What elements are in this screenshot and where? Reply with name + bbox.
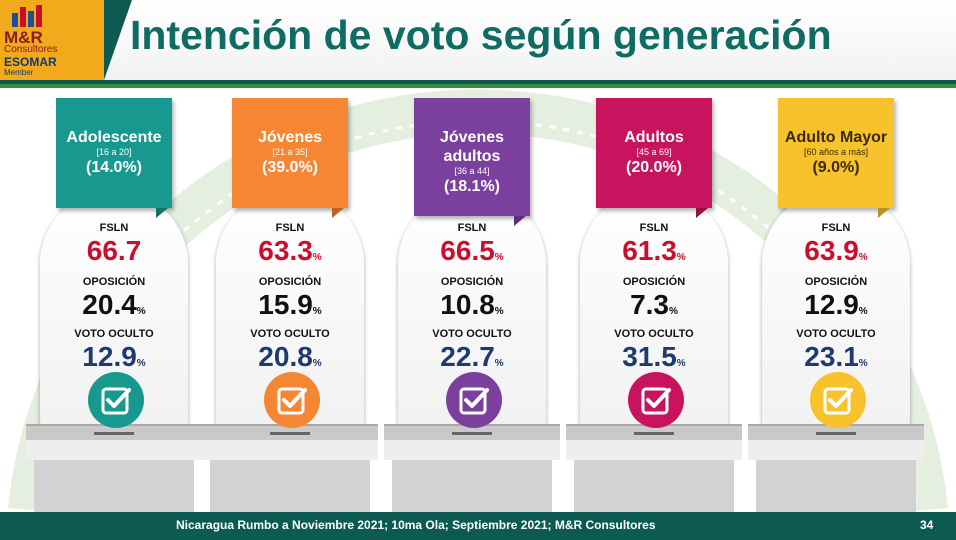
header-stripe	[0, 84, 956, 88]
oposicion-label: OPOSICIÓN	[258, 276, 322, 288]
ballot-box-front	[566, 440, 742, 460]
generation-name: Adultos	[624, 129, 684, 146]
voto-oculto-value: 22.7%	[440, 341, 504, 372]
voto-oculto-label: VOTO OCULTO	[614, 328, 694, 340]
generation-tag: Adulto Mayor [60 años a más] (9.0%)	[778, 98, 894, 208]
title-panel	[104, 0, 956, 80]
fsln-value: 63.9%	[804, 235, 868, 266]
ballot-box-front	[202, 440, 378, 460]
oposicion-label: OPOSICIÓN	[804, 276, 868, 288]
voto-oculto-label: VOTO OCULTO	[796, 328, 876, 340]
tag-fold	[332, 208, 344, 218]
voto-oculto-value: 31.5%	[622, 341, 686, 372]
generation-range: [21 a 35]	[272, 147, 308, 157]
checkmark-icon	[628, 372, 684, 428]
fsln-value: 66.5%	[440, 235, 504, 266]
generation-card: Adulto Mayor [60 años a más] (9.0%) FSLN 63.…	[748, 90, 924, 536]
generation-range: [16 a 20]	[96, 147, 132, 157]
voto-oculto-label: VOTO OCULTO	[432, 328, 512, 340]
generation-tag: Jóvenes [21 a 35] (39.0%)	[232, 98, 348, 208]
ballot-box-slot	[94, 432, 134, 435]
oposicion-value: 7.3%	[630, 289, 678, 320]
footer-source: Nicaragua Rumbo a Noviembre 2021; 10ma O…	[176, 518, 656, 532]
generation-name: Adulto Mayor	[784, 129, 888, 146]
ballot-box-body	[392, 460, 552, 512]
generation-tag: Adultos [45 a 69] (20.0%)	[596, 98, 712, 208]
logo: M&R Consultores ESOMAR Member	[0, 0, 104, 80]
fsln-value: 61.3%	[622, 235, 686, 266]
fsln-label: FSLN	[639, 222, 669, 234]
fsln-label: FSLN	[275, 222, 305, 234]
logo-subtitle: Consultores	[4, 44, 58, 55]
ballot-box-slot	[452, 432, 492, 435]
generation-name: Adolescente	[66, 129, 162, 146]
voto-oculto-label: VOTO OCULTO	[74, 328, 154, 340]
generation-share: (9.0%)	[812, 159, 860, 176]
generation-share: (14.0%)	[85, 159, 143, 176]
generation-card: Jóvenes adultos [36 a 44] (18.1%) FSLN 66.5%…	[384, 90, 560, 536]
generation-tag: Adolescente [16 a 20] (14.0%)	[56, 98, 172, 208]
oposicion-value: 20.4%	[82, 289, 146, 320]
oposicion-value: 15.9%	[258, 289, 322, 320]
generation-name: Jóvenes	[257, 129, 323, 146]
header: Intención de voto según generación M&R C…	[0, 0, 956, 88]
checkmark-icon	[264, 372, 320, 428]
generation-share: (20.0%)	[625, 159, 683, 176]
oposicion-value: 12.9%	[804, 289, 868, 320]
generation-name: Jóvenes adultos	[439, 129, 505, 165]
ballot-box-front	[26, 440, 202, 460]
generation-range: [45 a 69]	[636, 147, 672, 157]
fsln-value: 63.3%	[258, 235, 322, 266]
ballot-box-body	[34, 460, 194, 512]
ballot-box-body	[574, 460, 734, 512]
tag-fold	[514, 216, 526, 226]
voto-oculto-value: 20.8%	[258, 341, 322, 372]
logo-building-icon	[12, 5, 42, 27]
fsln-label: FSLN	[457, 222, 487, 234]
fsln-label: FSLN	[821, 222, 851, 234]
generation-range: [60 años a más]	[803, 147, 869, 157]
ballot-box-body	[210, 460, 370, 512]
oposicion-label: OPOSICIÓN	[440, 276, 504, 288]
generation-tag: Jóvenes adultos [36 a 44] (18.1%)	[414, 98, 530, 216]
voto-oculto-value: 12.9%	[82, 341, 146, 372]
checkmark-icon	[810, 372, 866, 428]
oposicion-label: OPOSICIÓN	[622, 276, 686, 288]
footer-bar	[0, 512, 956, 540]
fsln-value: 66.7	[86, 235, 142, 266]
generation-card: Adolescente [16 a 20] (14.0%) FSLN 66.7 OPOSI…	[26, 90, 202, 536]
generation-share: (39.0%)	[261, 159, 319, 176]
generation-share: (18.1%)	[443, 178, 501, 195]
voto-oculto-value: 23.1%	[804, 341, 868, 372]
checkmark-icon	[446, 372, 502, 428]
voto-oculto-label: VOTO OCULTO	[250, 328, 330, 340]
ballot-box-slot	[270, 432, 310, 435]
tag-fold	[696, 208, 708, 218]
checkmark-icon	[88, 372, 144, 428]
tag-fold	[156, 208, 168, 218]
oposicion-label: OPOSICIÓN	[82, 276, 146, 288]
ballot-box-slot	[816, 432, 856, 435]
logo-association: ESOMAR	[4, 55, 57, 69]
page-number: 34	[920, 518, 934, 532]
tag-fold	[878, 208, 890, 218]
logo-member-label: Member	[4, 68, 34, 77]
ballot-box-slot	[634, 432, 674, 435]
ballot-box-body	[756, 460, 916, 512]
page-title: Intención de voto según generación	[130, 12, 832, 58]
ballot-box-front	[748, 440, 924, 460]
oposicion-value: 10.8%	[440, 289, 504, 320]
generation-card: Jóvenes [21 a 35] (39.0%) FSLN 63.3% OPOSICIÓ…	[202, 90, 378, 536]
ballot-box-front	[384, 440, 560, 460]
logo-name: M&R	[4, 28, 43, 47]
generation-range: [36 a 44]	[454, 166, 490, 176]
fsln-label: FSLN	[99, 222, 129, 234]
generation-card: Adultos [45 a 69] (20.0%) FSLN 61.3% OPOSICIÓ…	[566, 90, 742, 536]
